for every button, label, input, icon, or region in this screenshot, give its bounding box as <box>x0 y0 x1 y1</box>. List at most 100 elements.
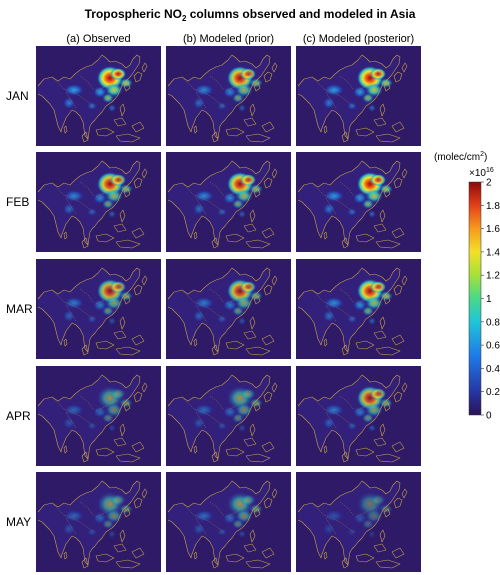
colorbar-tick-label: 0.8 <box>486 317 500 328</box>
row-labels: JAN FEB MAR APR MAY <box>6 89 33 529</box>
country-borders <box>51 288 117 322</box>
island-outline <box>113 223 127 233</box>
country-borders <box>181 395 247 429</box>
island-outline <box>211 131 219 143</box>
island-outline <box>81 451 89 463</box>
island-outline <box>379 423 386 437</box>
no2-hotspot <box>87 422 97 430</box>
island-outline <box>63 445 68 454</box>
island-outline <box>253 295 261 305</box>
colorbar-tick-label: 1.2 <box>486 271 500 282</box>
island-outline <box>245 133 271 143</box>
island-outline <box>115 453 141 463</box>
island-outline <box>379 529 386 543</box>
island-outline <box>193 338 198 347</box>
country-borders <box>51 181 117 215</box>
no2-hotspot <box>194 510 214 522</box>
no2-hotspot <box>119 184 133 194</box>
no2-hotspot <box>93 406 107 418</box>
island-outline <box>393 497 403 509</box>
country-borders <box>181 501 247 535</box>
island-outline <box>383 188 391 198</box>
no2-hotspot <box>193 417 205 429</box>
island-outline <box>323 231 328 240</box>
island-outline <box>141 382 148 393</box>
column-title: (c) Modeled (posterior) <box>303 33 414 45</box>
island-outline <box>375 133 401 143</box>
no2-hotspot <box>63 203 75 215</box>
colorbar-tick-label: 0.4 <box>486 364 500 375</box>
no2-hotspot <box>370 174 386 186</box>
no2-hotspot <box>108 104 116 112</box>
coastline <box>167 160 271 246</box>
island-outline <box>355 233 375 243</box>
map-panel <box>296 366 421 466</box>
no2-hotspot <box>93 512 107 524</box>
country-borders <box>311 181 377 215</box>
no2-hotspot <box>64 297 84 309</box>
island-outline <box>383 508 391 518</box>
no2-hotspot <box>93 299 107 311</box>
no2-hotspot <box>323 523 335 535</box>
no2-hotspot <box>324 404 344 416</box>
no2-hotspot <box>368 317 376 325</box>
no2-hotspot <box>347 208 357 216</box>
island-outline <box>131 547 145 559</box>
island-outline <box>133 284 143 296</box>
island-outline <box>123 295 131 305</box>
no2-hotspot <box>238 210 246 218</box>
no2-hotspot <box>108 210 116 218</box>
no2-hotspot <box>194 84 214 96</box>
no2-hotspot <box>368 530 376 538</box>
no2-hotspot <box>240 68 256 80</box>
island-outline <box>401 488 408 499</box>
island-outline <box>95 447 115 457</box>
island-outline <box>253 508 261 518</box>
island-outline <box>263 71 273 83</box>
island-outline <box>373 223 387 233</box>
island-outline <box>225 553 245 563</box>
coastline <box>297 374 401 460</box>
island-outline <box>115 346 141 356</box>
map-panel <box>166 152 291 252</box>
country-borders <box>311 288 377 322</box>
no2-hotspot <box>87 102 97 110</box>
no2-hotspot <box>64 84 84 96</box>
island-outline <box>261 121 275 133</box>
no2-hotspot <box>223 192 237 204</box>
island-outline <box>375 453 401 463</box>
no2-hotspot <box>370 281 386 293</box>
map-panel <box>296 46 421 146</box>
colorbar-tick-label: 0.2 <box>486 387 500 398</box>
no2-hotspot <box>347 102 357 110</box>
country-borders <box>311 395 377 429</box>
colorbar-tick-label: 1.6 <box>486 224 500 235</box>
island-outline <box>63 231 68 240</box>
no2-hotspot <box>64 190 84 202</box>
no2-hotspot <box>119 78 133 88</box>
island-outline <box>115 239 141 249</box>
island-outline <box>81 557 89 569</box>
island-outline <box>245 453 271 463</box>
island-outline <box>341 451 349 463</box>
island-outline <box>211 451 219 463</box>
no2-hotspot <box>240 281 256 293</box>
no2-hotspot <box>110 494 126 506</box>
no2-hotspot <box>110 388 126 400</box>
no2-hotspot <box>223 86 237 98</box>
island-outline <box>131 121 145 133</box>
row-label: MAR <box>6 302 33 316</box>
island-outline <box>131 334 145 346</box>
no2-hotspot <box>193 97 205 109</box>
country-borders <box>181 75 247 109</box>
island-outline <box>81 237 89 249</box>
island-outline <box>113 330 127 340</box>
island-outline <box>271 382 278 393</box>
island-outline <box>249 529 256 543</box>
island-outline <box>141 168 148 179</box>
island-outline <box>383 402 391 412</box>
colorbar-unit-label: (molec/cm2) <box>434 151 487 163</box>
coastline <box>167 54 271 140</box>
coastline <box>167 480 271 566</box>
